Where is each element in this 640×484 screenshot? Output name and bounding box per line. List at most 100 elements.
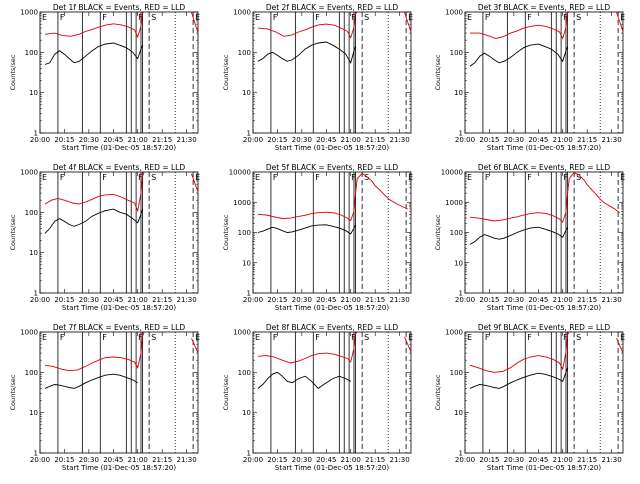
x-tick-label: 21:15 [365, 456, 385, 464]
panel-det-6: Det 6f BLACK = Events, RED = LLD 1 10 100 10… [434, 163, 625, 312]
events-series-line [44, 373, 138, 389]
marker-label: S [364, 173, 369, 182]
marker-label: E [467, 13, 472, 22]
y-tick-label: 10 [242, 89, 251, 97]
events-series-line [257, 371, 351, 389]
marker-label: F [485, 333, 490, 342]
lld-series-line [616, 338, 624, 354]
x-tick-label: 21:30 [390, 136, 410, 144]
lld-series-line [44, 171, 145, 213]
plot-frame [39, 11, 199, 134]
x-tick-label: 20:30 [504, 456, 524, 464]
y-tick-label: 1000 [20, 329, 38, 337]
x-tick-label: 20:15 [267, 136, 287, 144]
lld-series-line [404, 12, 412, 33]
marker-label: E [620, 333, 625, 342]
y-axis-label: Counts/sec [222, 214, 230, 250]
x-tick-label: 20:45 [528, 456, 548, 464]
x-tick-label: 21:00 [128, 296, 148, 304]
y-tick-label: 1 [34, 450, 38, 458]
y-tick-label: 1 [247, 130, 251, 138]
marker-label: E [42, 333, 47, 342]
y-axis-label: Counts/sec [434, 214, 442, 250]
y-tick-label: 1 [247, 450, 251, 458]
y-tick-label: 100 [25, 49, 38, 57]
events-series-line [44, 208, 144, 234]
marker-label: S [576, 173, 581, 182]
y-axis-label: Counts/sec [434, 54, 442, 90]
marker-label: S [151, 13, 156, 22]
plot-frame [464, 171, 624, 294]
y-axis-label: Counts/sec [222, 54, 230, 90]
panel-title: Det 7f BLACK = Events, RED = LLD [53, 323, 186, 332]
lld-series-line [44, 11, 145, 39]
x-axis-label: Start Time (01-Dec-05 18:57:20) [62, 144, 176, 152]
x-tick-label: 20:15 [267, 296, 287, 304]
x-tick-label: 20:45 [103, 136, 123, 144]
lld-series-line [469, 331, 570, 373]
lld-series-line [257, 172, 408, 222]
x-tick-label: 21:15 [152, 456, 172, 464]
panel-title: Det 8f BLACK = Events, RED = LLD [266, 323, 399, 332]
marker-label: F [273, 13, 278, 22]
marker-label: F [527, 333, 532, 342]
x-tick-label: 20:45 [316, 136, 336, 144]
y-tick-label: 1000 [445, 199, 463, 207]
marker-label: S [576, 333, 581, 342]
y-tick-label: 10 [29, 89, 38, 97]
y-tick-label: 100 [238, 369, 251, 377]
x-tick-label: 21:00 [341, 136, 361, 144]
panel-det-1: Det 1f BLACK = Events, RED = LLD 1 10 100 10… [9, 3, 200, 152]
panel-det-5: Det 5f BLACK = Events, RED = LLD 1 10 100 10… [222, 163, 413, 312]
marker-label: E [195, 13, 200, 22]
x-tick-label: 20:45 [528, 136, 548, 144]
y-tick-label: 100 [450, 229, 463, 237]
lld-series-line [404, 336, 412, 353]
y-tick-label: 1 [247, 290, 251, 298]
lld-series-line [191, 12, 199, 34]
x-tick-label: 20:00 [30, 456, 50, 464]
marker-label: F [485, 13, 490, 22]
y-tick-label: 1000 [20, 9, 38, 17]
y-tick-label: 10 [454, 409, 463, 417]
x-axis-label: Start Time (01-Dec-05 18:57:20) [275, 464, 389, 472]
x-axis-label: Start Time (01-Dec-05 18:57:20) [275, 304, 389, 312]
x-tick-label: 20:45 [316, 296, 336, 304]
y-axis-label: Counts/sec [9, 214, 17, 250]
y-tick-label: 1000 [20, 169, 38, 177]
marker-label: F [102, 173, 107, 182]
lld-series-line [616, 12, 624, 32]
plot-frame [39, 331, 199, 454]
y-tick-label: 1 [459, 130, 463, 138]
x-axis-label: Start Time (01-Dec-05 18:57:20) [62, 304, 176, 312]
y-axis-label: Counts/sec [434, 374, 442, 410]
panel-title: Det 9f BLACK = Events, RED = LLD [478, 323, 611, 332]
x-tick-label: 20:30 [79, 136, 99, 144]
x-axis-label: Start Time (01-Dec-05 18:57:20) [487, 464, 601, 472]
lld-series-line [191, 338, 199, 354]
marker-label: E [195, 173, 200, 182]
x-tick-label: 20:00 [30, 296, 50, 304]
x-tick-label: 21:30 [390, 456, 410, 464]
x-axis-label: Start Time (01-Dec-05 18:57:20) [275, 144, 389, 152]
y-tick-label: 1000 [233, 329, 251, 337]
x-tick-label: 21:15 [365, 136, 385, 144]
events-series-line [44, 42, 144, 65]
marker-label: S [364, 13, 369, 22]
x-tick-label: 21:15 [577, 296, 597, 304]
y-tick-label: 100 [238, 49, 251, 57]
events-series-line [469, 226, 568, 245]
x-tick-label: 21:15 [577, 136, 597, 144]
x-tick-label: 20:00 [455, 296, 475, 304]
y-tick-label: 1000 [445, 329, 463, 337]
x-tick-label: 21:30 [177, 136, 197, 144]
x-tick-label: 21:15 [577, 456, 597, 464]
events-series-line [469, 367, 569, 389]
y-tick-label: 10 [454, 259, 463, 267]
x-tick-label: 20:00 [30, 136, 50, 144]
y-tick-label: 10000 [229, 169, 251, 177]
y-tick-label: 10000 [441, 169, 463, 177]
marker-label: E [620, 13, 625, 22]
marker-label: E [467, 333, 472, 342]
marker-label: F [527, 13, 532, 22]
